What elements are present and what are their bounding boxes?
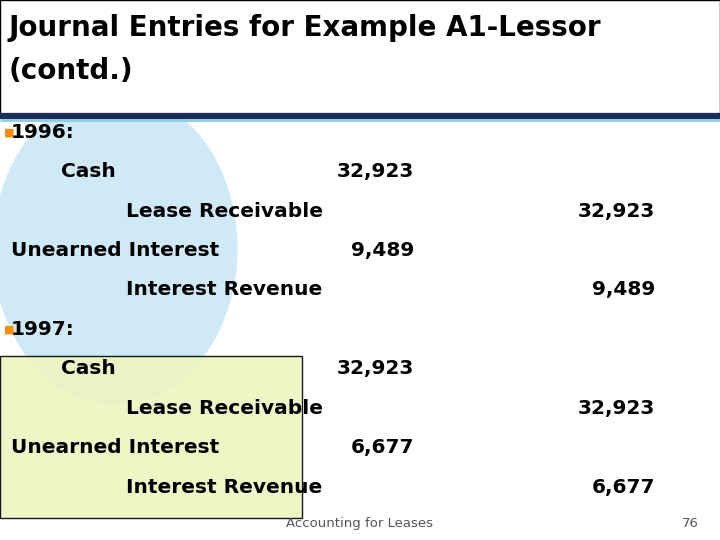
Text: Unearned Interest: Unearned Interest <box>11 438 219 457</box>
Text: ■: ■ <box>4 127 14 137</box>
Text: Interest Revenue: Interest Revenue <box>126 280 323 300</box>
Text: Accounting for Leases: Accounting for Leases <box>287 517 433 530</box>
Text: (contd.): (contd.) <box>9 57 133 85</box>
Text: 32,923: 32,923 <box>578 201 655 221</box>
Text: 32,923: 32,923 <box>337 359 414 379</box>
Text: 9,489: 9,489 <box>351 241 414 260</box>
Text: Interest Revenue: Interest Revenue <box>126 477 323 497</box>
Text: Unearned Interest: Unearned Interest <box>11 241 219 260</box>
Text: 32,923: 32,923 <box>578 399 655 418</box>
Text: 6,677: 6,677 <box>351 438 414 457</box>
Text: ■: ■ <box>4 325 14 334</box>
Text: Lease Receivable: Lease Receivable <box>126 399 323 418</box>
Text: 9,489: 9,489 <box>592 280 655 300</box>
Text: 6,677: 6,677 <box>592 477 655 497</box>
Ellipse shape <box>0 92 238 405</box>
Text: Lease Receivable: Lease Receivable <box>126 201 323 221</box>
Text: 32,923: 32,923 <box>337 162 414 181</box>
Text: Cash: Cash <box>61 359 116 379</box>
Text: 1996:: 1996: <box>11 123 75 142</box>
Text: Journal Entries for Example A1-Lessor: Journal Entries for Example A1-Lessor <box>9 14 601 42</box>
Text: Cash: Cash <box>61 162 116 181</box>
Text: 1997:: 1997: <box>11 320 75 339</box>
FancyBboxPatch shape <box>0 356 302 518</box>
FancyBboxPatch shape <box>0 0 720 116</box>
Text: 76: 76 <box>682 517 698 530</box>
